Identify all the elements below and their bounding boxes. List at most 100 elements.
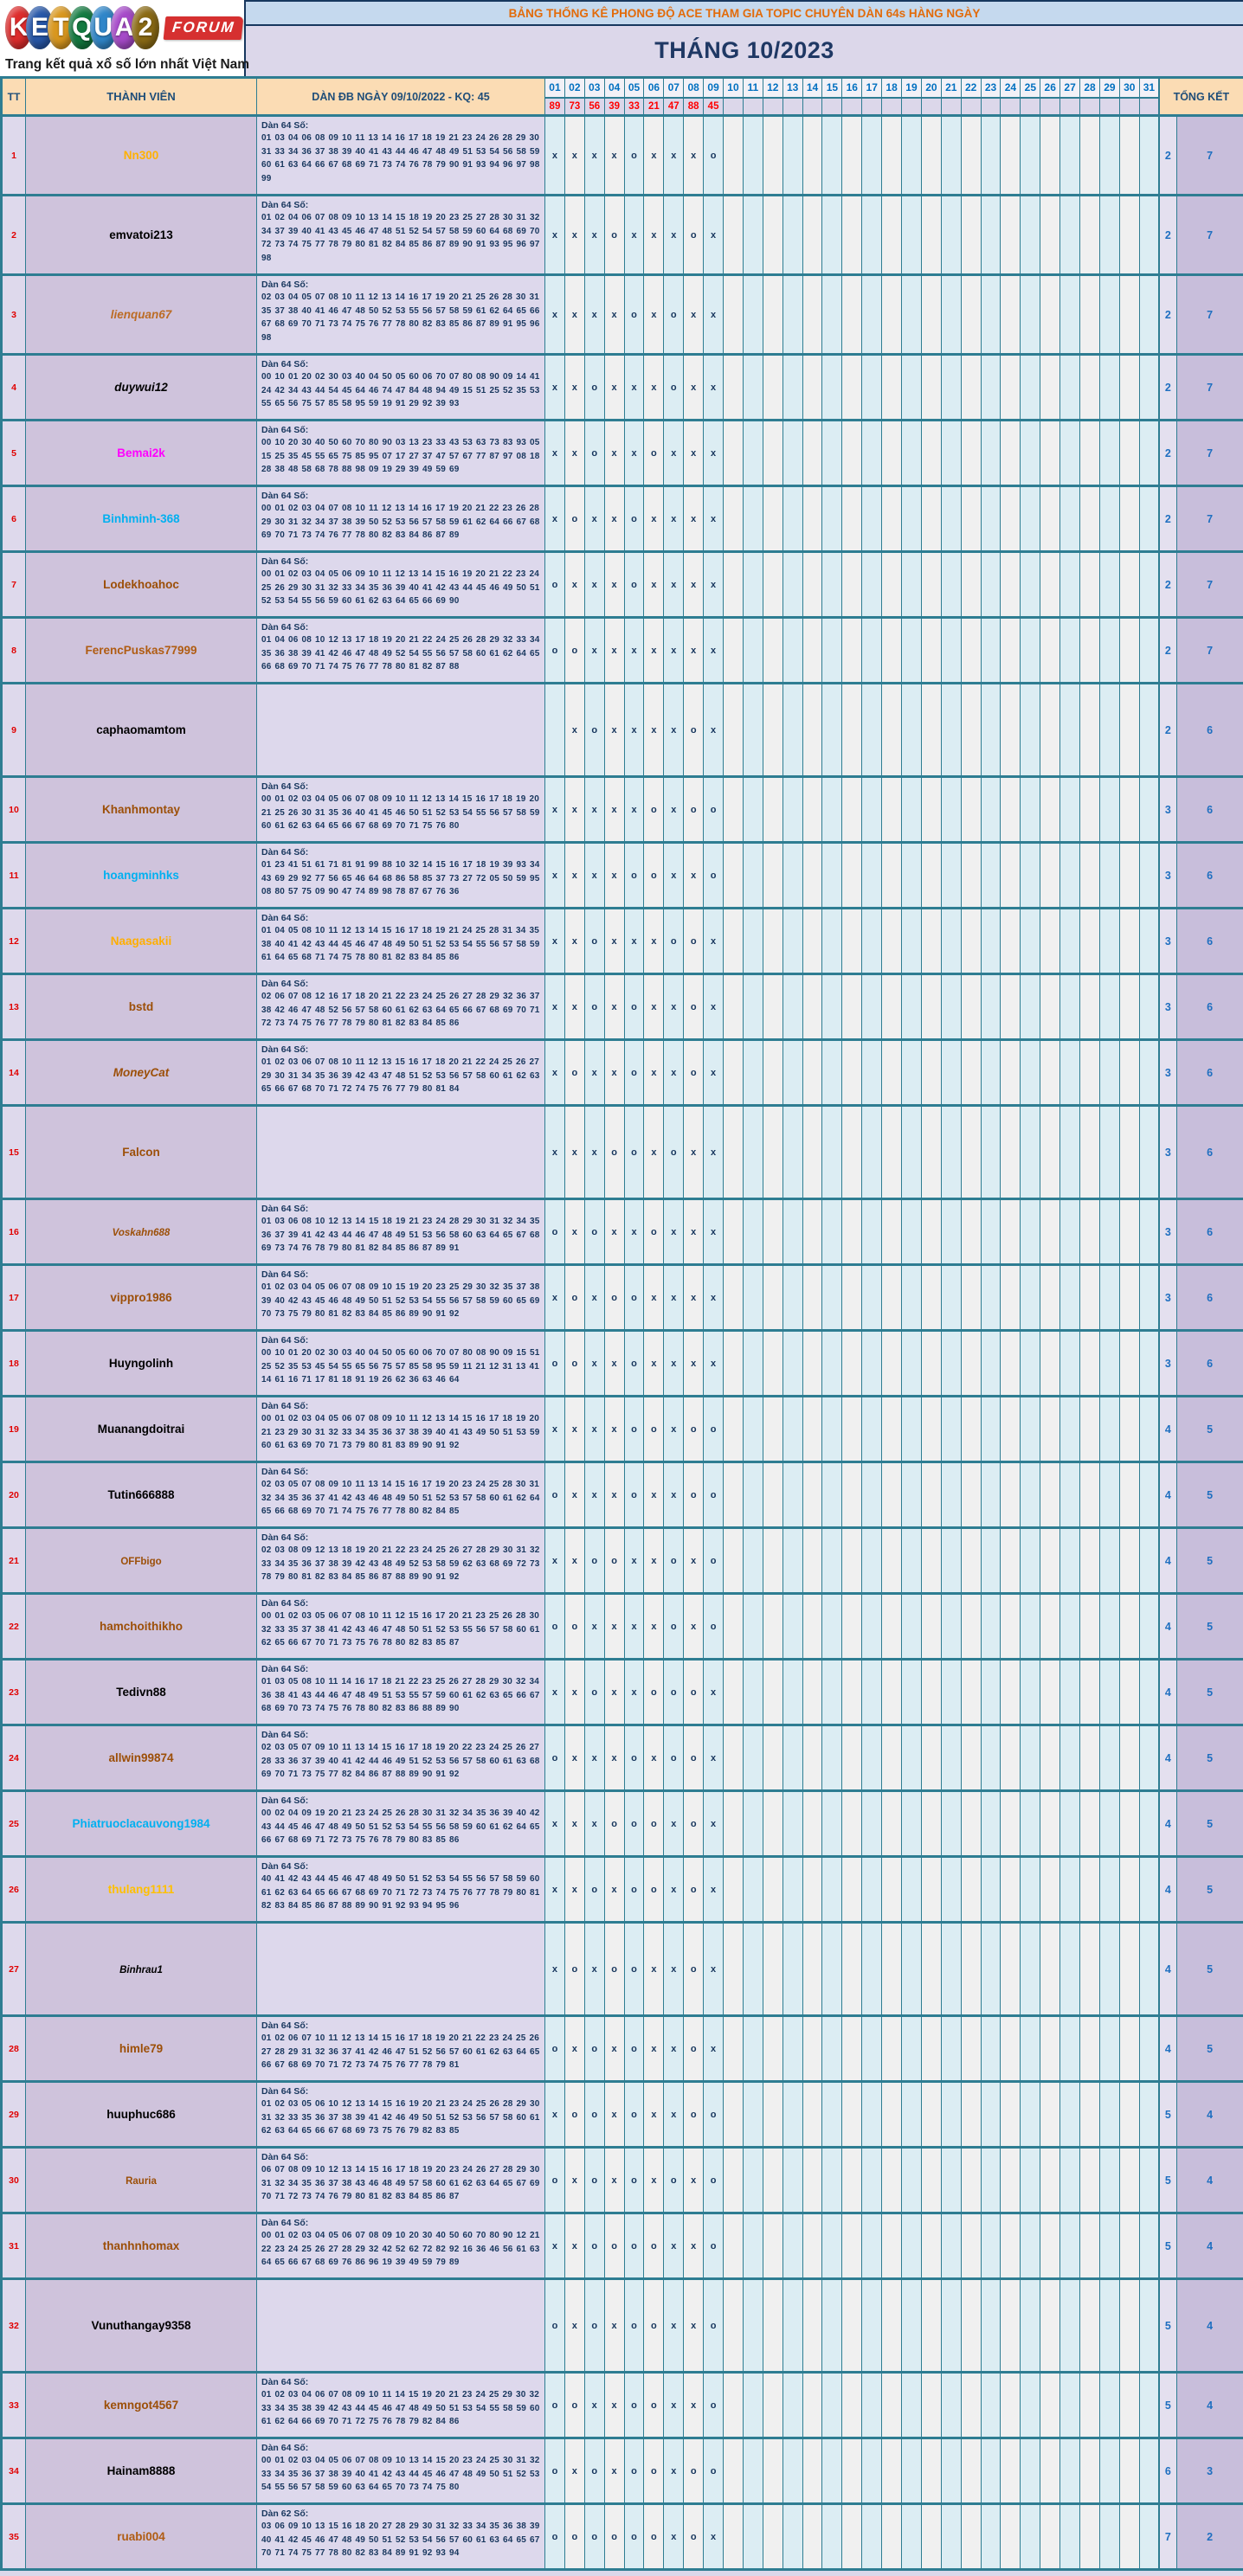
empty-day-cell xyxy=(782,908,803,974)
mark-cell: x xyxy=(544,1105,565,1199)
member-cell: duywui12 xyxy=(25,354,257,421)
mark-cell: x xyxy=(703,420,725,486)
daily-result-value xyxy=(861,97,883,116)
empty-day-cell xyxy=(1040,842,1061,909)
dan-number-list: 01 02 03 05 06 10 12 13 14 15 16 19 20 2… xyxy=(261,2099,540,2136)
empty-day-cell xyxy=(742,1790,763,1857)
dan-number-list: 00 10 01 20 02 30 03 40 04 50 05 60 06 7… xyxy=(261,1348,540,1384)
dan-label: Dàn 64 Số: xyxy=(261,2443,309,2453)
mark-cell: x xyxy=(623,195,645,275)
day-column-header: 02 xyxy=(564,77,585,99)
mark-cell: x xyxy=(603,115,625,196)
daily-result-value xyxy=(723,97,744,116)
empty-day-cell xyxy=(881,1039,903,1106)
empty-day-cell xyxy=(1059,420,1081,486)
empty-day-cell xyxy=(723,1396,744,1462)
empty-day-cell xyxy=(802,908,823,974)
member-row: 15 Falcon x x x o o x o x x 3 6 xyxy=(1,1105,1243,1199)
mark-cell: o xyxy=(603,1527,625,1594)
empty-day-cell xyxy=(802,2372,823,2438)
mark-cell: x xyxy=(583,115,605,196)
mark-cell: x xyxy=(643,1461,665,1528)
dan-label: Dàn 64 Số: xyxy=(261,425,309,435)
member-row: 31 thanhnhomax Dàn 64 Số: 00 01 02 03 04 05… xyxy=(1,2213,1243,2279)
mark-cell: o xyxy=(703,2213,725,2279)
mark-cell: o xyxy=(703,115,725,196)
empty-day-cell xyxy=(821,1461,843,1528)
empty-day-cell xyxy=(861,617,883,684)
empty-day-cell xyxy=(881,2372,903,2438)
total-hit-count: 5 xyxy=(1175,1527,1243,1594)
empty-day-cell xyxy=(1098,1790,1120,1857)
member-row: 5 Bemai2k Dàn 64 Số: 00 10 20 30 40 50 60 7… xyxy=(1,420,1243,486)
mark-cell: x xyxy=(583,274,605,355)
day-column-header: 30 xyxy=(1118,77,1140,99)
empty-day-cell xyxy=(1059,2372,1081,2438)
empty-day-cell xyxy=(723,1725,744,1791)
empty-day-cell xyxy=(1138,1105,1160,1199)
empty-day-cell xyxy=(1098,354,1120,421)
empty-day-cell xyxy=(762,115,783,196)
day-column-header: 25 xyxy=(1020,77,1041,99)
mark-cell: o xyxy=(663,1105,685,1199)
empty-day-cell xyxy=(920,1039,942,1106)
mark-cell: o xyxy=(603,1105,625,1199)
mark-cell: x xyxy=(564,274,585,355)
dan-numbers-cell: Dàn 64 Số: 00 01 02 03 04 05 06 07 08 09 … xyxy=(256,2213,545,2279)
empty-day-cell xyxy=(762,842,783,909)
dan-label: Dàn 64 Số: xyxy=(261,359,309,369)
member-row: 27 Binhrau1 x o x o o x x o x 4 5 xyxy=(1,1922,1243,2016)
empty-day-cell xyxy=(1059,1105,1081,1199)
empty-day-cell xyxy=(742,420,763,486)
mark-cell: x xyxy=(643,1330,665,1397)
empty-day-cell xyxy=(980,2438,1001,2504)
total-miss-count: 7 xyxy=(1158,2503,1177,2570)
empty-day-cell xyxy=(940,683,962,777)
member-row: 8 FerencPuskas77999 Dàn 64 Số: 01 04 06 08 … xyxy=(1,617,1243,684)
member-cell: allwin99874 xyxy=(25,1725,257,1791)
empty-day-cell xyxy=(1040,1856,1061,1923)
mark-cell: x xyxy=(564,354,585,421)
empty-day-cell xyxy=(1000,1659,1021,1725)
empty-day-cell xyxy=(802,2503,823,2570)
empty-day-cell xyxy=(861,2015,883,2082)
empty-day-cell xyxy=(980,842,1001,909)
mark-cell: o xyxy=(603,1264,625,1331)
empty-day-cell xyxy=(881,1790,903,1857)
empty-day-cell xyxy=(1040,274,1061,355)
empty-day-cell xyxy=(1098,842,1120,909)
empty-day-cell xyxy=(802,2438,823,2504)
mark-cell: x xyxy=(683,1198,705,1265)
empty-day-cell xyxy=(1020,1461,1041,1528)
mark-cell: o xyxy=(703,2081,725,2148)
empty-day-cell xyxy=(782,1790,803,1857)
empty-day-cell xyxy=(1079,485,1100,552)
empty-day-cell xyxy=(980,908,1001,974)
empty-day-cell xyxy=(920,1922,942,2016)
mark-cell: x xyxy=(663,1330,685,1397)
dan-numbers-cell: Dàn 64 Số: 00 10 01 20 02 30 03 40 04 50 … xyxy=(256,1330,545,1397)
dan-numbers-cell xyxy=(256,2278,545,2373)
dan-number-list: 00 01 02 03 04 07 08 10 11 12 13 14 16 1… xyxy=(261,504,540,540)
mark-cell: o xyxy=(544,2278,565,2373)
empty-day-cell xyxy=(821,1264,843,1331)
empty-day-cell xyxy=(762,485,783,552)
row-number: 17 xyxy=(1,1264,26,1331)
mark-cell: x xyxy=(663,2438,685,2504)
empty-day-cell xyxy=(901,1725,922,1791)
empty-day-cell xyxy=(841,2278,863,2373)
empty-day-cell xyxy=(762,1198,783,1265)
member-cell: Falcon xyxy=(25,1105,257,1199)
mark-cell: x xyxy=(583,842,605,909)
member-name: Binhrau1 xyxy=(119,1964,163,1975)
empty-day-cell xyxy=(782,1922,803,2016)
empty-day-cell xyxy=(782,1527,803,1594)
member-row: 25 Phiatruoclacauvong1984 Dàn 64 Số: 00 02 … xyxy=(1,1790,1243,1857)
total-miss-count: 6 xyxy=(1158,2438,1177,2504)
empty-day-cell xyxy=(841,1330,863,1397)
empty-day-cell xyxy=(1020,2438,1041,2504)
empty-day-cell xyxy=(861,1330,883,1397)
mark-cell: o xyxy=(683,683,705,777)
mark-cell: x xyxy=(683,1527,705,1594)
empty-day-cell xyxy=(1118,1527,1140,1594)
